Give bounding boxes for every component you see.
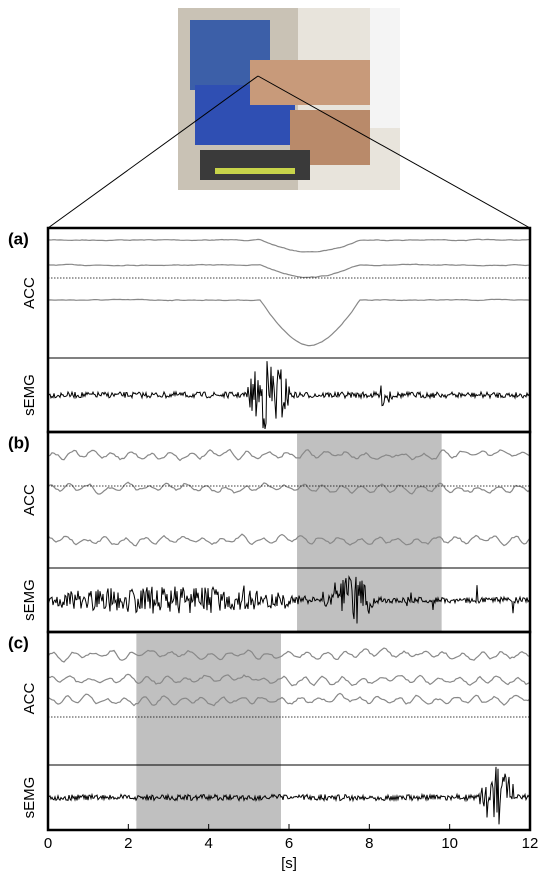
- shaded-interval: [297, 432, 442, 632]
- plots: (a) ACC sEMG (b) ACC sEMG (c) ACC sEMG 0 2 4 6 8 10 12: [8, 228, 538, 852]
- channel-label: ACC: [21, 484, 38, 516]
- semg-trace: [48, 577, 530, 624]
- acc-trace: [48, 450, 530, 461]
- panel-frame: [48, 632, 530, 830]
- panel-label: (b): [8, 433, 30, 452]
- x-axis-label: [s]: [281, 855, 297, 872]
- panel-label: (c): [8, 633, 29, 652]
- channel-label: sEMG: [21, 777, 38, 819]
- panel-frame: [48, 228, 530, 432]
- channel-label: ACC: [21, 682, 38, 714]
- channel-label: sEMG: [21, 579, 38, 621]
- channel-label: ACC: [21, 277, 38, 309]
- x-tick-label: 0: [44, 835, 52, 852]
- acc-trace: [48, 534, 530, 546]
- panel-label: (a): [8, 229, 29, 248]
- x-tick-label: 10: [441, 835, 458, 852]
- acc-trace: [48, 482, 530, 494]
- acc-trace: [48, 648, 530, 662]
- x-tick-label: 2: [124, 835, 132, 852]
- x-tick-label: 6: [285, 835, 293, 852]
- photo: [178, 8, 400, 190]
- x-tick-label: 8: [365, 835, 373, 852]
- acc-trace: [48, 239, 530, 252]
- acc-trace: [48, 674, 530, 685]
- acc-trace: [48, 299, 530, 345]
- semg-trace: [48, 767, 530, 825]
- x-tick-label: 4: [204, 835, 212, 852]
- acc-trace: [48, 693, 530, 705]
- semg-trace: [48, 361, 530, 429]
- x-tick-label: 12: [522, 835, 539, 852]
- acc-trace: [48, 264, 530, 277]
- channel-label: sEMG: [21, 374, 38, 416]
